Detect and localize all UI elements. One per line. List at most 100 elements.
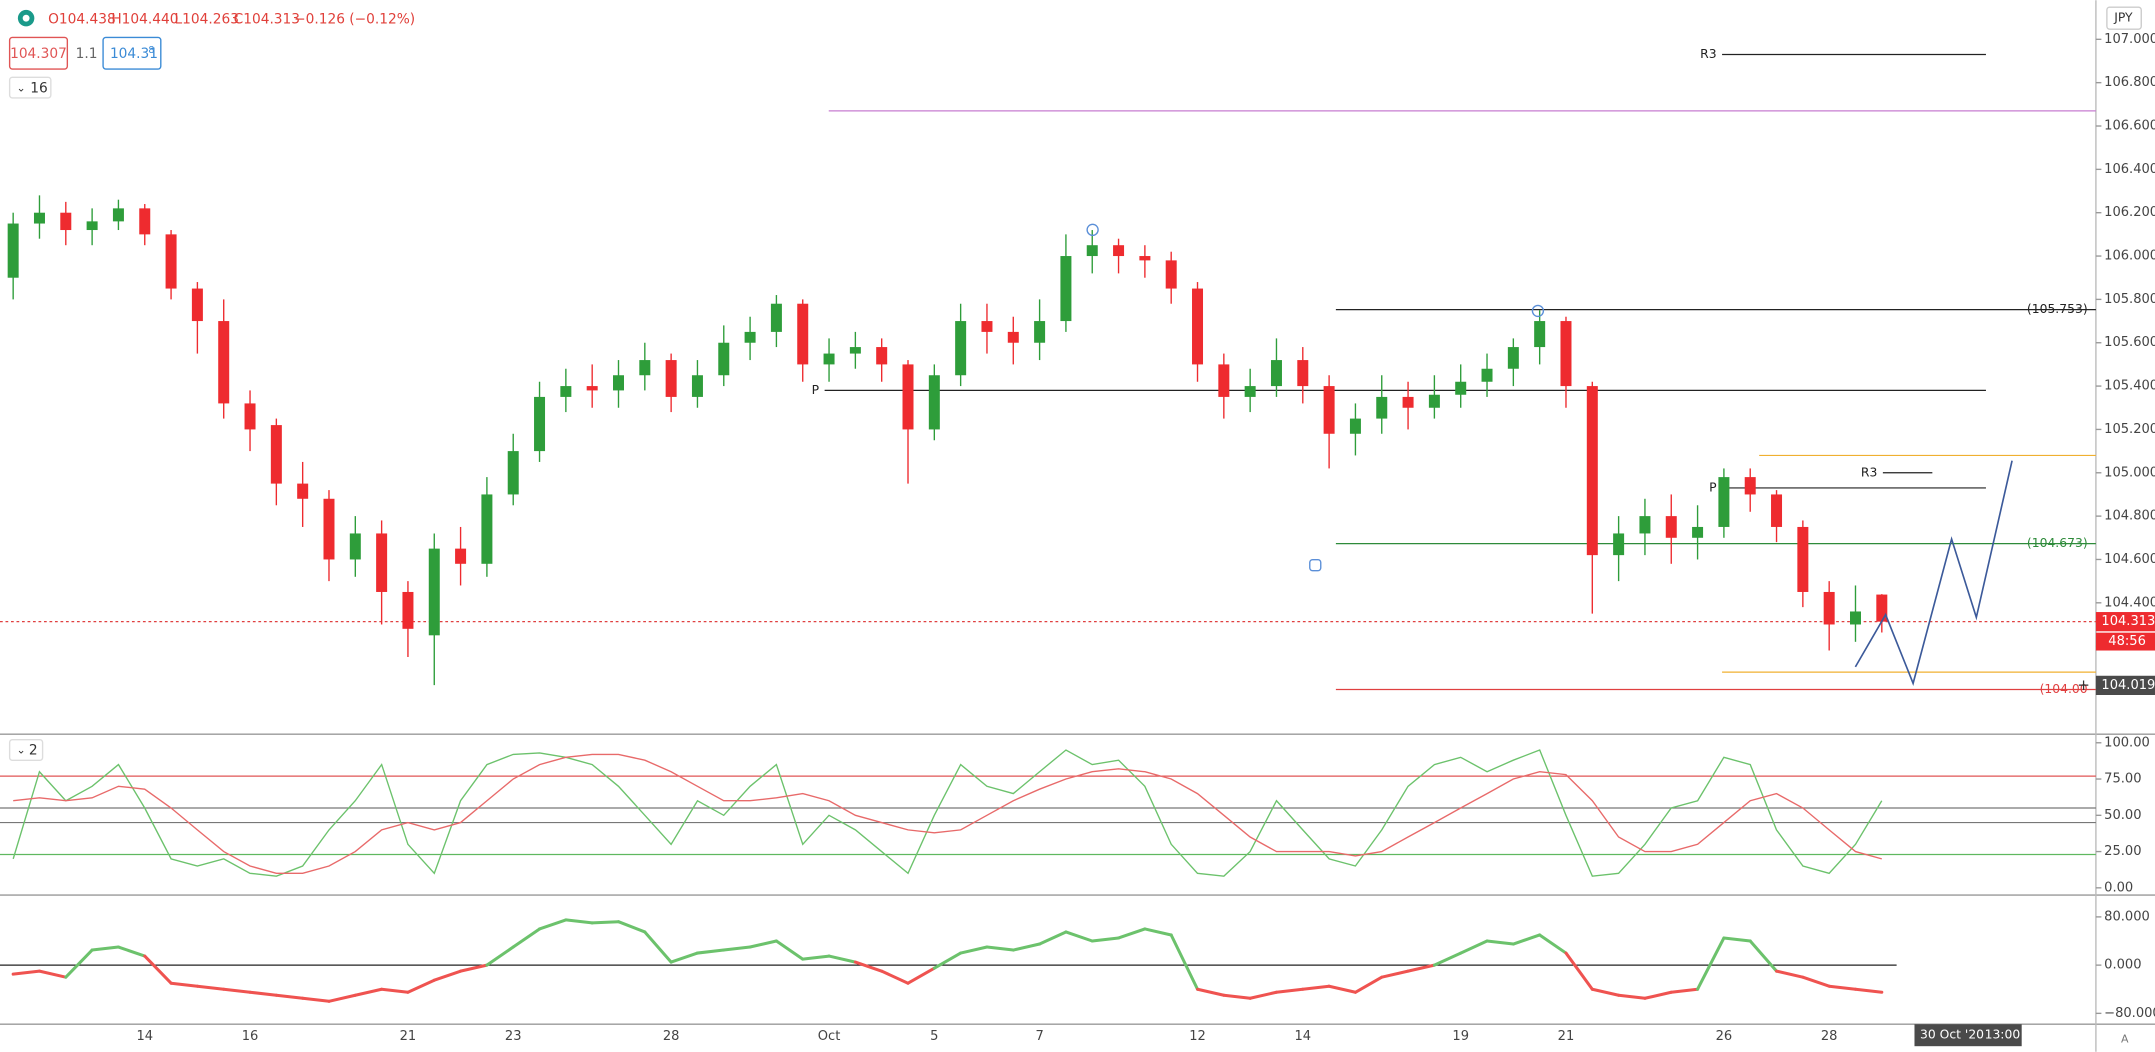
x-tick-label: 14 [136, 1029, 153, 1044]
toggle-chevron[interactable]: ⌄ [16, 81, 25, 94]
candle-body [1665, 516, 1677, 538]
oscillator-segment [538, 918, 568, 931]
oscillator-segment [37, 969, 68, 979]
candle-body [139, 208, 151, 235]
ask-pipette[interactable]: 8 [148, 45, 154, 56]
oscillator-segment [432, 969, 463, 982]
oscillator-segment [564, 918, 594, 925]
candle-body [586, 386, 598, 391]
candle-body [1218, 364, 1230, 397]
candle-body [1718, 477, 1730, 527]
oscillator-segment [1722, 936, 1752, 943]
x-tick-label: 19 [1452, 1029, 1469, 1044]
candle-body [1797, 526, 1809, 592]
candle-body [1744, 477, 1756, 495]
oscillator-segment [274, 993, 305, 1000]
time-tag [1914, 1024, 2022, 1047]
y-tick-label: 50.00 [2104, 808, 2141, 823]
oscillator-segment [485, 945, 515, 967]
candle-body [1771, 494, 1783, 527]
candle-body [270, 425, 282, 484]
oscillator-segment [1143, 927, 1173, 937]
indicator-toggle[interactable] [8, 76, 52, 99]
x-tick-label: 23 [505, 1029, 522, 1044]
level-label: (104.00 [2040, 682, 2088, 696]
candle-body [1823, 591, 1835, 625]
candle-body [1639, 516, 1651, 534]
y-tick-label: 80.000 [2104, 909, 2150, 924]
candle-body [1428, 394, 1440, 408]
oscillator-segment [643, 930, 673, 964]
y-tick-label: 106.400 [2104, 162, 2155, 177]
oscillator-segment [722, 945, 752, 952]
oscillator-segment [90, 945, 120, 952]
oscillator-segment [1775, 969, 1805, 979]
y-tick-label: 106.200 [2104, 205, 2155, 220]
oscillator-segment [1564, 951, 1594, 991]
currency[interactable]: JPY [2113, 11, 2133, 25]
oscillator-segment [1327, 984, 1357, 994]
level-label: P [1709, 480, 1717, 494]
last-price: 104.313 [2101, 614, 2155, 629]
oscillator-segment [590, 920, 621, 925]
y-tick-label: 105.800 [2104, 292, 2155, 307]
oscillator-segment [353, 987, 384, 997]
toggle-chevron[interactable]: ⌄ [16, 744, 25, 757]
candle-body [112, 208, 124, 222]
bid-price[interactable]: 104.307 [10, 46, 67, 62]
oscillator-segment [222, 987, 252, 994]
candle-body [1560, 321, 1572, 387]
candle-body [1139, 256, 1151, 261]
oscillator-segment [169, 981, 199, 988]
oscillator-segment [1117, 927, 1147, 940]
low-value: L104.263 [175, 12, 239, 28]
indicator-toggle[interactable] [8, 739, 44, 762]
indicator-count[interactable]: 2 [29, 743, 38, 759]
oscillator-segment [248, 990, 278, 997]
oscillator-segment [1590, 987, 1621, 997]
oscillator-segment [1853, 987, 1884, 994]
x-tick-label: 21 [400, 1029, 417, 1044]
candle-body [1297, 360, 1309, 387]
candle-body [928, 375, 940, 430]
oscillator-segment [616, 920, 647, 934]
high-value: H104.440 [111, 12, 178, 28]
oscillator-segment [880, 969, 910, 985]
oscillator-segment [1196, 987, 1226, 997]
candle-body [955, 321, 967, 376]
buy-button[interactable] [102, 36, 162, 70]
x-tick-label: Oct [818, 1029, 841, 1044]
oscillator-segment [1248, 990, 1278, 1000]
candle-body [1481, 368, 1493, 382]
oscillator-segment [1169, 933, 1200, 991]
x-tick-label: 16 [242, 1029, 259, 1044]
x-tick-label: 28 [1821, 1029, 1838, 1044]
candle-body [1586, 386, 1598, 556]
y-tick-label: 106.600 [2104, 119, 2155, 134]
candle-body [1244, 386, 1256, 397]
candle-body [1402, 396, 1414, 408]
open-value: O104.438 [48, 12, 116, 28]
candle-body [1060, 256, 1072, 322]
indicator-count[interactable]: 16 [30, 80, 47, 96]
ask-price[interactable]: 104.31 [110, 46, 158, 62]
sell-button[interactable] [8, 36, 69, 70]
candle-body [1507, 347, 1519, 369]
crosshair-plus: + [2077, 676, 2090, 694]
currency-button[interactable] [2106, 6, 2142, 30]
level-label: (105.753) [2027, 302, 2088, 316]
candle-body [323, 498, 335, 560]
oscillator-segment [906, 966, 936, 985]
y-tick-label: 75.00 [2104, 772, 2141, 787]
level-label: (104.673) [2027, 536, 2088, 550]
spread: 1.1 [76, 46, 98, 62]
y-tick-label: 0.00 [2104, 880, 2133, 895]
oscillator-segment [327, 993, 357, 1003]
auto-scale-badge[interactable]: A [2121, 1032, 2129, 1045]
oscillator-segment [669, 951, 699, 964]
candle-body [7, 223, 19, 278]
y-tick-label: 105.400 [2104, 379, 2155, 394]
x-tick-label: 28 [663, 1029, 680, 1044]
oscillator-segment [1801, 975, 1831, 988]
